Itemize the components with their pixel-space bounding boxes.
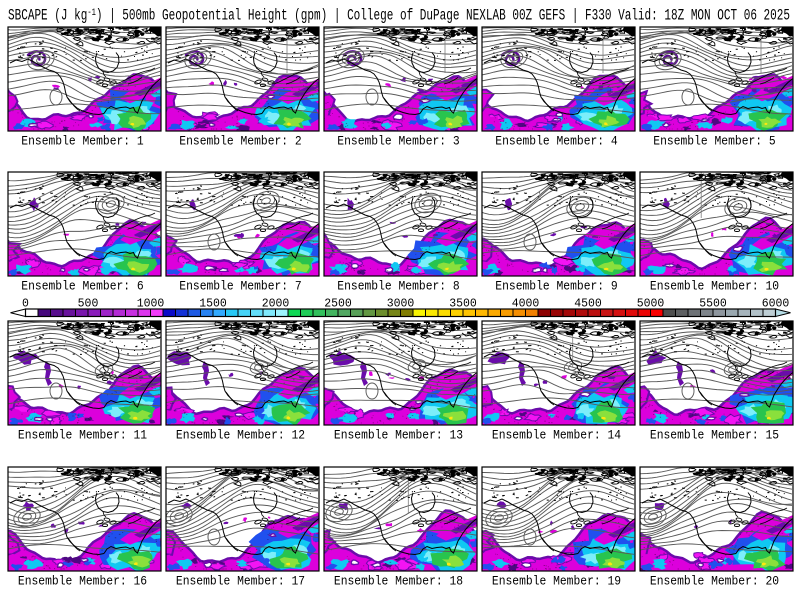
svg-text:0: 0 [22, 298, 29, 311]
svg-text:Ensemble Member: 19: Ensemble Member: 19 [492, 575, 621, 589]
svg-text:Ensemble Member: 5: Ensemble Member: 5 [653, 135, 775, 149]
svg-text:Ensemble Member: 18: Ensemble Member: 18 [334, 575, 463, 589]
svg-text:Ensemble Member: 12: Ensemble Member: 12 [176, 429, 305, 443]
svg-text:Ensemble Member: 16: Ensemble Member: 16 [18, 575, 147, 589]
svg-text:Ensemble Member: 7: Ensemble Member: 7 [179, 280, 301, 294]
svg-text:Ensemble Member: 10: Ensemble Member: 10 [650, 280, 779, 294]
svg-text:Ensemble Member: 11: Ensemble Member: 11 [18, 429, 147, 443]
svg-text:4500: 4500 [574, 298, 602, 311]
svg-text:4000: 4000 [512, 298, 540, 311]
svg-text:Ensemble Member: 1: Ensemble Member: 1 [21, 135, 143, 149]
svg-text:Ensemble Member: 4: Ensemble Member: 4 [495, 135, 617, 149]
svg-text:5000: 5000 [637, 298, 665, 311]
svg-text:Ensemble Member: 8: Ensemble Member: 8 [337, 280, 459, 294]
svg-text:Ensemble Member: 6: Ensemble Member: 6 [21, 280, 143, 294]
svg-text:Ensemble Member: 20: Ensemble Member: 20 [650, 575, 779, 589]
svg-text:6000: 6000 [762, 298, 790, 311]
svg-text:Ensemble Member: 3: Ensemble Member: 3 [337, 135, 459, 149]
svg-text:3500: 3500 [449, 298, 477, 311]
svg-text:Ensemble Member: 15: Ensemble Member: 15 [650, 429, 779, 443]
svg-text:2500: 2500 [324, 298, 352, 311]
svg-text:5500: 5500 [699, 298, 727, 311]
svg-text:Ensemble Member: 2: Ensemble Member: 2 [179, 135, 301, 149]
svg-text:1500: 1500 [199, 298, 227, 311]
svg-text:500: 500 [78, 298, 99, 311]
svg-text:1000: 1000 [137, 298, 165, 311]
svg-text:Ensemble Member: 9: Ensemble Member: 9 [495, 280, 617, 294]
svg-text:3000: 3000 [387, 298, 415, 311]
svg-text:Ensemble Member: 17: Ensemble Member: 17 [176, 575, 305, 589]
svg-text:Ensemble Member: 14: Ensemble Member: 14 [492, 429, 621, 443]
svg-text:SBCAPE (J kg-1) | 500mb Geopot: SBCAPE (J kg-1) | 500mb Geopotential Hei… [8, 7, 790, 25]
svg-text:2000: 2000 [262, 298, 290, 311]
svg-text:Ensemble Member: 13: Ensemble Member: 13 [334, 429, 463, 443]
